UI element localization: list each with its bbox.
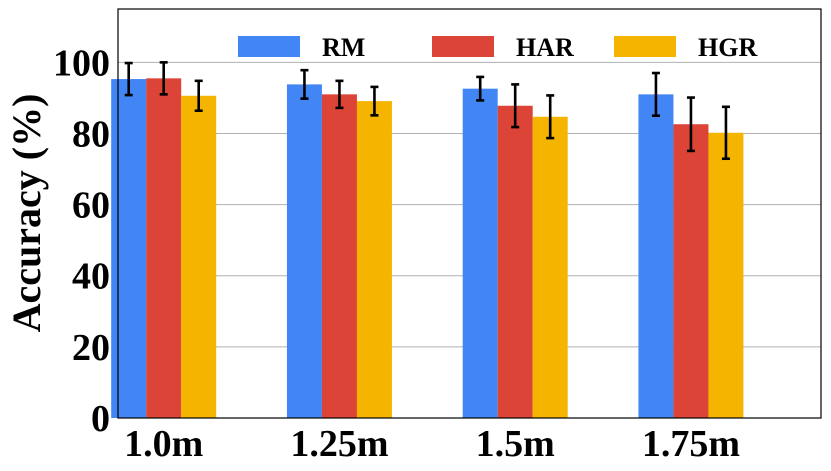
bar-hgr-2 <box>532 116 568 419</box>
bars <box>111 78 744 419</box>
bar-rm-3 <box>638 94 674 419</box>
bar-hgr-1 <box>356 101 392 418</box>
legend-swatch-rm <box>238 36 300 57</box>
x-tick-label: 1.5m <box>476 423 555 465</box>
y-tick-label: 20 <box>72 327 110 369</box>
y-axis-label: Accuracy (%) <box>4 94 49 333</box>
bar-rm-0 <box>111 79 147 418</box>
bar-har-3 <box>673 124 709 418</box>
y-tick-label: 80 <box>72 113 110 155</box>
x-tick-label: 1.0m <box>124 423 203 465</box>
legend-swatch-har <box>432 36 494 57</box>
bar-hgr-0 <box>181 95 217 419</box>
y-tick-label: 100 <box>53 42 110 84</box>
y-tick-label: 0 <box>91 398 110 440</box>
bar-har-2 <box>497 105 533 418</box>
x-tick-labels: 1.0m 1.25m 1.5m 1.75m <box>124 423 740 465</box>
x-tick-label: 1.75m <box>642 423 740 465</box>
bar-har-1 <box>321 94 357 419</box>
y-tick-label: 40 <box>72 256 110 298</box>
bar-rm-2 <box>462 88 498 419</box>
bar-rm-1 <box>286 84 322 419</box>
plot-frame <box>117 8 822 419</box>
legend: RM HAR HGR <box>238 33 757 62</box>
bar-hgr-3 <box>708 132 744 418</box>
y-tick-labels: 0 20 40 60 80 100 <box>53 42 110 440</box>
legend-label-rm: RM <box>322 33 365 62</box>
error-bars <box>124 61 730 161</box>
y-tick-label: 60 <box>72 185 110 227</box>
legend-swatch-hgr <box>614 36 676 57</box>
legend-label-har: HAR <box>516 33 574 62</box>
x-tick-label: 1.25m <box>290 423 388 465</box>
bar-har-0 <box>146 78 182 418</box>
legend-label-hgr: HGR <box>698 33 757 62</box>
